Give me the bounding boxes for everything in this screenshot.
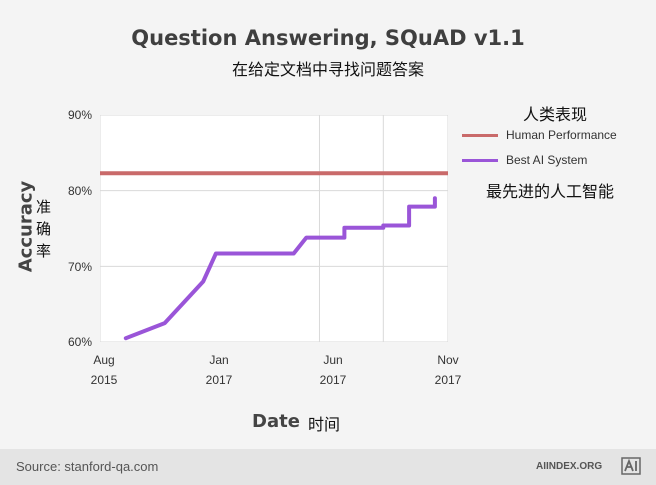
series-line-best-ai-system xyxy=(123,196,437,341)
x-tick-label: 2017 xyxy=(434,373,462,387)
y-axis-label-chinese-char: 准 xyxy=(36,198,52,216)
y-axis-label-chinese: 准 确 率 xyxy=(36,196,54,262)
legend-item-human: Human Performance xyxy=(462,127,617,143)
y-tick-label: 70% xyxy=(67,260,92,274)
legend-item-ai: Best AI System xyxy=(462,152,587,168)
legend-ai-chinese: 最先进的人工智能 xyxy=(486,182,615,201)
x-axis-label: Date xyxy=(252,411,300,432)
legend-label-ai: Best AI System xyxy=(506,153,588,167)
legend-human-chinese: 人类表现 xyxy=(523,105,588,124)
x-tick-label: Jan xyxy=(209,353,229,367)
plot-area xyxy=(100,115,448,342)
y-tick-label: 90% xyxy=(67,108,92,122)
x-tick-label: Aug xyxy=(93,353,115,367)
chart-title: Question Answering, SQuAD v1.1 xyxy=(131,26,525,50)
y-tick-label: 80% xyxy=(67,184,92,198)
brand-text: AIINDEX.ORG xyxy=(536,461,603,472)
y-tick-label: 60% xyxy=(67,335,92,349)
x-tick-label: 2017 xyxy=(205,373,233,387)
x-tick-label: Nov xyxy=(437,353,459,367)
y-axis-label-chinese-char: 确 xyxy=(36,220,52,238)
y-axis-label: Accuracy xyxy=(15,180,37,273)
legend-label-human: Human Performance xyxy=(506,128,617,142)
source-text: Source: stanford-qa.com xyxy=(16,459,159,474)
legend-swatch-human xyxy=(462,133,498,137)
chart-subtitle: 在给定文档中寻找问题答案 xyxy=(231,60,424,79)
x-tick-label: Jun xyxy=(323,353,343,367)
x-tick-label: 2017 xyxy=(319,373,347,387)
x-axis-label-chinese: 时间 xyxy=(308,415,341,434)
chart-svg xyxy=(100,115,448,342)
y-axis-label-chinese-char: 率 xyxy=(36,242,52,260)
ai-index-logo-icon xyxy=(621,457,641,475)
footer: Source: stanford-qa.com AIINDEX.ORG xyxy=(0,449,656,485)
x-tick-label: 2015 xyxy=(90,373,118,387)
legend-swatch-ai xyxy=(462,158,498,162)
